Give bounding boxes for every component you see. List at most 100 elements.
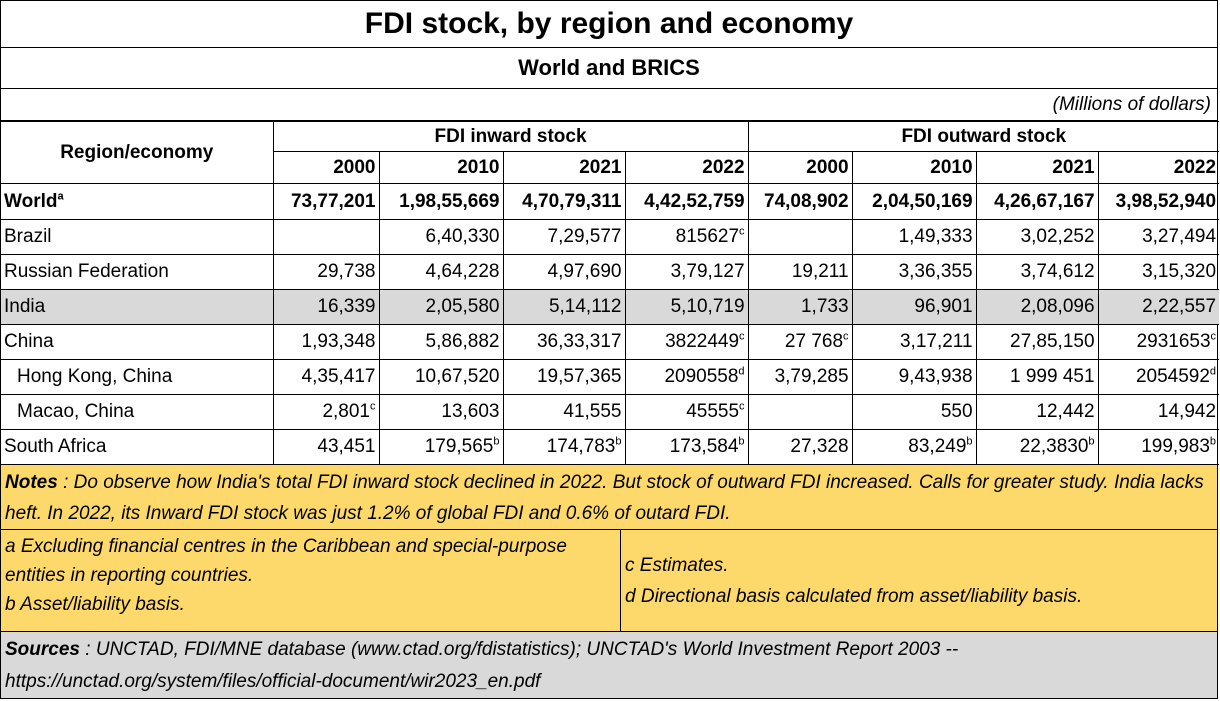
cell-value: 174,783 [546, 436, 616, 457]
cell-value: 74,08,902 [764, 190, 849, 212]
table-cell: 41,555 [502, 394, 626, 430]
footnote-marker: c [739, 400, 745, 413]
table-row: Macao, China 2,801c 13,603 41,555 45555c 550 1… [1, 394, 1220, 430]
table-cell: 2931653c [1097, 324, 1220, 360]
table-cell: 29,738 [272, 254, 380, 290]
cell-value: 1,93,348 [301, 331, 376, 352]
year-header: 2021 [502, 151, 626, 184]
cell-value: 550 [940, 401, 973, 422]
table-cell: 12,442 [975, 394, 1099, 430]
cell-value: 27,85,150 [1010, 331, 1095, 352]
cell-value: 3,02,252 [1020, 226, 1095, 247]
sources-text: : UNCTAD, FDI/MNE database (www.ctad.org… [5, 639, 959, 692]
row-label-text: Hong Kong, China [17, 366, 173, 387]
footnote-marker: b [966, 435, 973, 448]
row-label-text: World [4, 190, 58, 212]
cell-value: 45555 [686, 401, 740, 422]
cell-value: 3,15,320 [1142, 261, 1217, 282]
cell-value: 96,901 [914, 296, 973, 317]
cell-value: 4,64,228 [425, 261, 500, 282]
cell-value: 3,17,211 [899, 331, 973, 352]
table-cell: 1 999 451 [975, 359, 1099, 395]
footnote-b: b Asset/liability basis. [5, 594, 185, 615]
cell-value: 2,22,557 [1142, 296, 1217, 317]
footnote-marker: d [1209, 365, 1217, 378]
table-cell: 3,17,211 [851, 324, 977, 360]
year-header: 2000 [273, 151, 380, 184]
cell-value: 16,339 [317, 296, 376, 317]
cell-value: 1,49,333 [898, 226, 973, 247]
table-cell: 4,42,52,759 [624, 183, 749, 220]
row-label-text: China [4, 331, 54, 352]
cell-value: 43,451 [317, 436, 376, 457]
row-label-text: Brazil [4, 226, 52, 247]
table-cell: 22,3830b [975, 429, 1099, 465]
table-cell [747, 394, 853, 430]
year-header: 2021 [975, 151, 1099, 184]
table-cell: 4,64,228 [378, 254, 504, 290]
table-cell: 1,93,348 [272, 324, 380, 360]
region-header: Region/economy [1, 121, 274, 184]
cell-value: 815627 [675, 226, 740, 247]
cell-value: 19,57,365 [536, 366, 622, 387]
row-label: South Africa [1, 429, 274, 465]
row-label-text: Macao, China [17, 401, 135, 422]
cell-value: 2931653 [1136, 331, 1211, 352]
cell-value: 1,733 [800, 296, 849, 317]
footnote-marker: c [370, 400, 376, 413]
notes-text: : Do observe how India's total FDI inwar… [5, 472, 1204, 524]
year-header: 2010 [378, 151, 504, 184]
cell-value: 3,79,285 [774, 366, 849, 387]
table-cell: 9,43,938 [851, 359, 977, 395]
table-cell: 74,08,902 [747, 183, 853, 220]
footnotes-block: a Excluding financial centres in the Car… [1, 530, 1217, 632]
year-header: 2010 [851, 151, 977, 184]
table-cell: 5,86,882 [378, 324, 504, 360]
table-cell: 16,339 [272, 289, 380, 325]
table-cell: 3,79,285 [747, 359, 853, 395]
footnote-marker: b [615, 435, 622, 448]
table-cell: 2,08,096 [975, 289, 1099, 325]
cell-value: 4,70,79,311 [522, 190, 622, 212]
year-header: 2022 [624, 151, 749, 184]
table-cell: 36,33,317 [502, 324, 626, 360]
cell-value: 4,35,417 [301, 366, 376, 387]
table-cell: 3,98,52,940 [1097, 183, 1220, 220]
table-cell: 173,584b [624, 429, 749, 465]
table-cell: 5,10,719 [624, 289, 749, 325]
footnotes-right: c Estimates. d Directional basis calcula… [621, 530, 1217, 631]
table-row: India 16,339 2,05,580 5,14,112 5,10,719 1,733… [1, 289, 1220, 325]
row-label: Hong Kong, China [1, 359, 274, 395]
table-cell: 2090558d [624, 359, 749, 395]
page-title: FDI stock, by region and economy [1, 1, 1217, 48]
table-cell: 3,36,355 [851, 254, 977, 290]
footnote-marker: b [738, 435, 745, 448]
table-cell: 19,57,365 [502, 359, 626, 395]
cell-value: 22,3830 [1019, 436, 1089, 457]
row-label-text: Russian Federation [4, 261, 169, 282]
cell-value: 179,565 [424, 436, 494, 457]
footnote-marker: b [1088, 435, 1095, 448]
table-cell: 7,29,577 [502, 219, 626, 255]
footnote-marker: b [493, 435, 500, 448]
table-row: Brazil 6,40,330 7,29,577 815627c 1,49,333 3,0… [1, 219, 1220, 255]
footnote-marker: a [57, 190, 64, 203]
cell-value: 73,77,201 [290, 190, 376, 212]
row-label-text: South Africa [4, 436, 107, 457]
footnote-marker: c [1210, 330, 1217, 343]
table-cell: 3,02,252 [975, 219, 1099, 255]
table-cell: 2,801c [272, 394, 380, 430]
table-row: Worlda 73,77,201 1,98,55,669 4,70,79,311 4,4… [1, 183, 1220, 220]
footnote-a: a Excluding financial centres in the Car… [5, 536, 567, 586]
table-cell: 45555c [624, 394, 749, 430]
table-row: South Africa 43,451 179,565b 174,783b 173,58… [1, 429, 1220, 465]
outward-stock-header: FDI outward stock [747, 121, 1220, 152]
cell-value: 3822449 [665, 331, 740, 352]
cell-value: 14,942 [1157, 401, 1217, 422]
table-cell: 1,733 [747, 289, 853, 325]
table-cell: 4,26,67,167 [975, 183, 1099, 220]
sources-label: Sources [5, 639, 80, 660]
cell-value: 19,211 [791, 261, 849, 282]
table-cell: 83,249b [851, 429, 977, 465]
